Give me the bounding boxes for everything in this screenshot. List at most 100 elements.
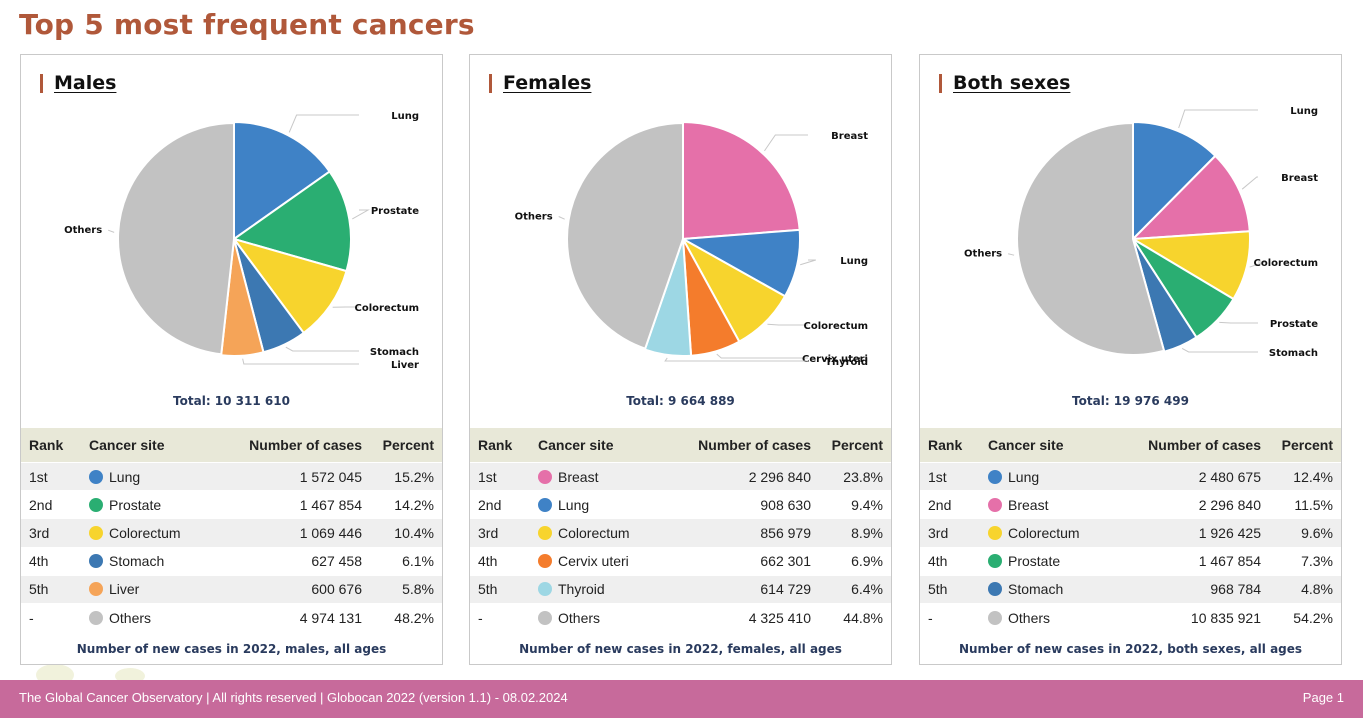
percent-cell: 6.4% [811, 574, 891, 604]
percent-cell: 6.9% [811, 546, 891, 576]
header-percent: Percent [811, 428, 891, 463]
leader-line-cervix-uteri [716, 353, 808, 359]
cases-cell: 1 926 425 [1148, 518, 1261, 548]
cases-cell: 1 069 446 [249, 518, 362, 548]
cases-cell: 2 296 840 [1148, 490, 1261, 519]
cases-cell: 627 458 [249, 546, 362, 576]
table-row: 3rd Colorectum 856 979 8.9% [470, 518, 891, 548]
pie-label-stomach: Stomach [1269, 348, 1318, 359]
site-label: Colorectum [558, 524, 630, 541]
pie-slice-others [1016, 122, 1166, 356]
site-cell: Stomach [89, 546, 249, 576]
both-sexes-panel: Both sexes Lung Breast Colorectum Prostate S… [919, 54, 1342, 665]
rank-cell: 5th [21, 574, 89, 604]
site-cell: Colorectum [988, 518, 1148, 548]
header-percent: Percent [362, 428, 442, 463]
pie-slice-lung [1132, 121, 1217, 240]
percent-cell: 54.2% [1261, 602, 1341, 632]
table-row: 4th Cervix uteri 662 301 6.9% [470, 546, 891, 576]
rank-cell: - [920, 602, 988, 632]
others-dot [988, 610, 1002, 625]
site-label: Prostate [109, 496, 162, 513]
cases-cell: 1 467 854 [249, 490, 362, 519]
prostate-dot [988, 554, 1002, 569]
colorectum-dot [988, 525, 1002, 540]
header-cancer-site: Cancer site [89, 428, 249, 463]
males-title: Males [54, 72, 117, 94]
percent-cell: 15.2% [362, 461, 442, 491]
site-label: Cervix uteri [558, 553, 629, 570]
rank-cell: 2nd [21, 490, 89, 519]
rank-cell: 1st [470, 461, 538, 491]
pie-label-colorectum: Colorectum [355, 303, 419, 314]
percent-cell: 7.3% [1261, 546, 1341, 576]
females-panel: Females Breast Lung Colorectum Cervix uteri… [469, 54, 892, 665]
site-label: Colorectum [1008, 524, 1080, 541]
leader-line-colorectum [1249, 261, 1266, 268]
site-cell: Breast [538, 461, 698, 491]
leader-line-lung [1178, 109, 1258, 129]
pie-label-colorectum: Colorectum [804, 321, 868, 332]
colorectum-dot [538, 525, 552, 540]
cases-cell: 1 572 045 [249, 461, 362, 491]
both-sexes-total: Total: 19 976 499 [1072, 394, 1189, 408]
percent-cell: 44.8% [811, 602, 891, 632]
pie-label-cervix-uteri: Cervix uteri [802, 354, 868, 365]
table-row: 1st Lung 1 572 045 15.2% [21, 461, 442, 491]
cases-cell: 2 296 840 [698, 461, 811, 491]
header-cancer-site: Cancer site [538, 428, 698, 463]
leader-line-prostate [352, 209, 370, 220]
pie-slice-breast [1132, 154, 1251, 240]
footer-copyright: The Global Cancer Observatory | All righ… [19, 690, 568, 705]
stomach-dot [988, 582, 1002, 597]
cases-cell: 10 835 921 [1148, 602, 1261, 632]
pie-slice-prostate [233, 170, 352, 273]
rank-cell: 3rd [21, 518, 89, 548]
pie-label-lung: Lung [391, 111, 419, 122]
table-row: 2nd Lung 908 630 9.4% [470, 490, 891, 519]
cases-cell: 614 729 [698, 574, 811, 604]
pie-label-prostate: Prostate [1270, 319, 1318, 330]
pie-label-lung: Lung [840, 256, 868, 267]
cases-cell: 1 467 854 [1148, 546, 1261, 576]
percent-cell: 9.6% [1261, 518, 1341, 548]
females-title: Females [503, 72, 592, 94]
pie-label-breast: Breast [1281, 173, 1318, 184]
percent-cell: 14.2% [362, 490, 442, 519]
table-row: - Others 4 974 131 48.2% [21, 602, 442, 632]
panel-header: Males [40, 72, 116, 94]
table-row: 4th Stomach 627 458 6.1% [21, 546, 442, 576]
percent-cell: 9.4% [811, 490, 891, 519]
rank-cell: 5th [920, 574, 988, 604]
panel-header: Both sexes [939, 72, 1070, 94]
pie-slice-stomach [1132, 238, 1198, 353]
site-label: Others [109, 609, 152, 626]
site-cell: Colorectum [89, 518, 249, 548]
rank-cell: 4th [470, 546, 538, 576]
pie-label-others: Others [64, 225, 102, 236]
pie-label-others: Others [964, 249, 1002, 260]
rank-cell: - [470, 602, 538, 632]
site-cell: Thyroid [538, 574, 698, 604]
breast-dot [988, 497, 1002, 512]
site-cell: Lung [988, 461, 1148, 491]
table-row: 1st Lung 2 480 675 12.4% [920, 461, 1341, 491]
pie-slice-thyroid [643, 238, 693, 357]
header-rank: Rank [920, 428, 988, 463]
header-percent: Percent [1261, 428, 1341, 463]
table-row: 2nd Breast 2 296 840 11.5% [920, 490, 1341, 519]
site-label: Colorectum [109, 524, 181, 541]
males-total: Total: 10 311 610 [173, 394, 290, 408]
percent-cell: 11.5% [1261, 490, 1341, 519]
table-header-row: Rank Cancer site Number of cases Percent [21, 428, 442, 463]
table-header-row: Rank Cancer site Number of cases Percent [470, 428, 891, 463]
leader-line-prostate [1219, 321, 1258, 324]
leader-line-colorectum [767, 323, 808, 326]
cases-cell: 856 979 [698, 518, 811, 548]
cases-cell: 968 784 [1148, 574, 1261, 604]
percent-cell: 5.8% [362, 574, 442, 604]
cases-cell: 600 676 [249, 574, 362, 604]
cases-cell: 4 325 410 [698, 602, 811, 632]
table-row: 5th Liver 600 676 5.8% [21, 574, 442, 604]
